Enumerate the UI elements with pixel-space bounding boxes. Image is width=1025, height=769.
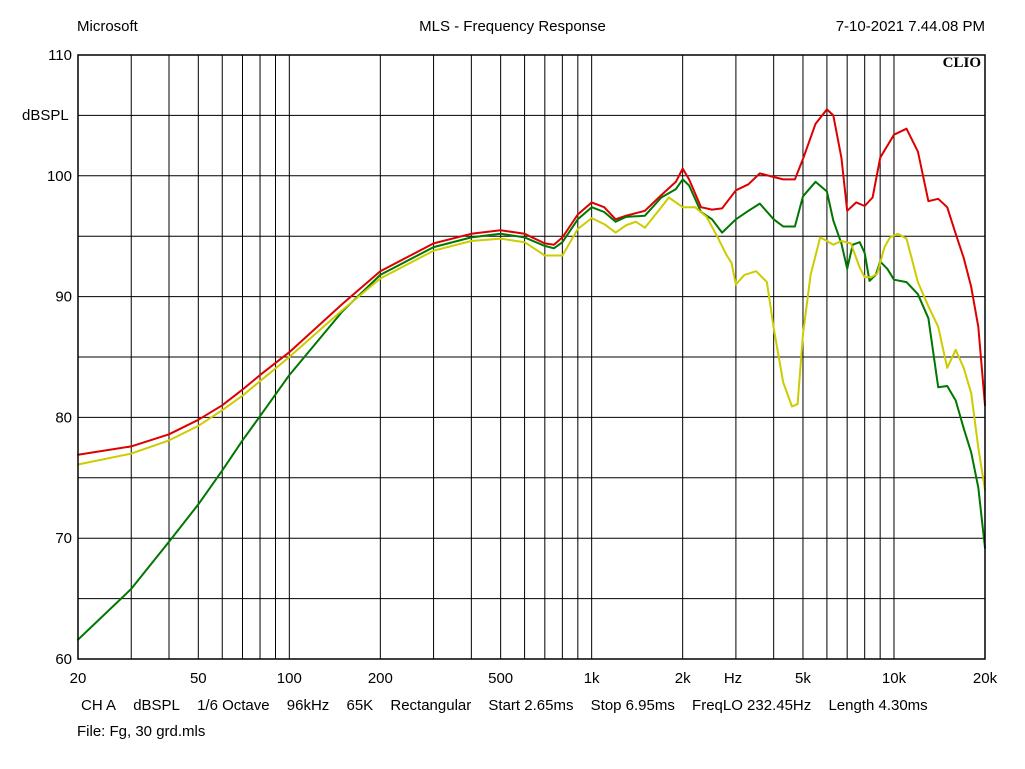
x-tick-labels: 20 50 100 200 500 1k 2k 5k 10k 20k bbox=[70, 670, 998, 687]
stop-time-label: Stop 6.95ms bbox=[590, 697, 675, 714]
series-line-1 bbox=[77, 108, 986, 456]
series-line-3 bbox=[77, 196, 986, 491]
x-tick-label: 100 bbox=[277, 670, 302, 687]
x-tick-label: 500 bbox=[488, 670, 513, 687]
window-label: Rectangular bbox=[390, 697, 472, 714]
y-tick-label: 80 bbox=[55, 409, 72, 426]
chart-title: MLS - Frequency Response bbox=[419, 18, 606, 35]
length-label: Length 4.30ms bbox=[828, 697, 928, 714]
smoothing-label: 1/6 Octave bbox=[197, 697, 270, 714]
mls-size-label: 65K bbox=[346, 697, 374, 714]
x-tick-label: 20 bbox=[70, 670, 87, 687]
header-datetime: 7-10-2021 7.44.08 PM bbox=[835, 18, 985, 35]
freqlo-label: FreqLO 232.45Hz bbox=[692, 697, 812, 714]
start-time-label: Start 2.65ms bbox=[488, 697, 574, 714]
plot-frame bbox=[77, 54, 986, 660]
x-tick-label: 5k bbox=[795, 670, 811, 687]
y-tick-label: 100 bbox=[47, 168, 72, 185]
x-tick-label: 200 bbox=[368, 670, 393, 687]
y-tick-label: 60 bbox=[55, 651, 72, 668]
measurement-parameters: CH A dBSPL 1/6 Octave 96kHz 65K Rectangu… bbox=[81, 697, 941, 714]
x-tick-label: 1k bbox=[584, 670, 600, 687]
y-tick-label: 110 bbox=[48, 47, 72, 64]
x-tick-label: 10k bbox=[882, 670, 907, 687]
x-axis-label: Hz bbox=[724, 670, 742, 687]
y-axis-label: dBSPL bbox=[22, 107, 69, 124]
header-left-label: Microsoft bbox=[77, 18, 138, 35]
sample-rate-label: 96kHz bbox=[286, 697, 330, 714]
y-tick-label: 90 bbox=[55, 289, 72, 306]
series-line-2 bbox=[77, 178, 986, 641]
x-tick-label: 20k bbox=[973, 670, 998, 687]
y-tick-label: 70 bbox=[55, 530, 72, 547]
x-tick-label: 50 bbox=[190, 670, 207, 687]
chart-grid bbox=[78, 55, 985, 659]
unit-label: dBSPL bbox=[133, 697, 180, 714]
chart-series-group bbox=[77, 108, 986, 641]
x-tick-label: 2k bbox=[675, 670, 691, 687]
file-name-label: File: Fg, 30 grd.mls bbox=[77, 723, 206, 740]
clio-brand-logo: CLIO bbox=[943, 55, 981, 71]
y-tick-labels: 60 70 80 90 100 110 bbox=[47, 47, 72, 668]
channel-label: CH A bbox=[81, 697, 117, 714]
